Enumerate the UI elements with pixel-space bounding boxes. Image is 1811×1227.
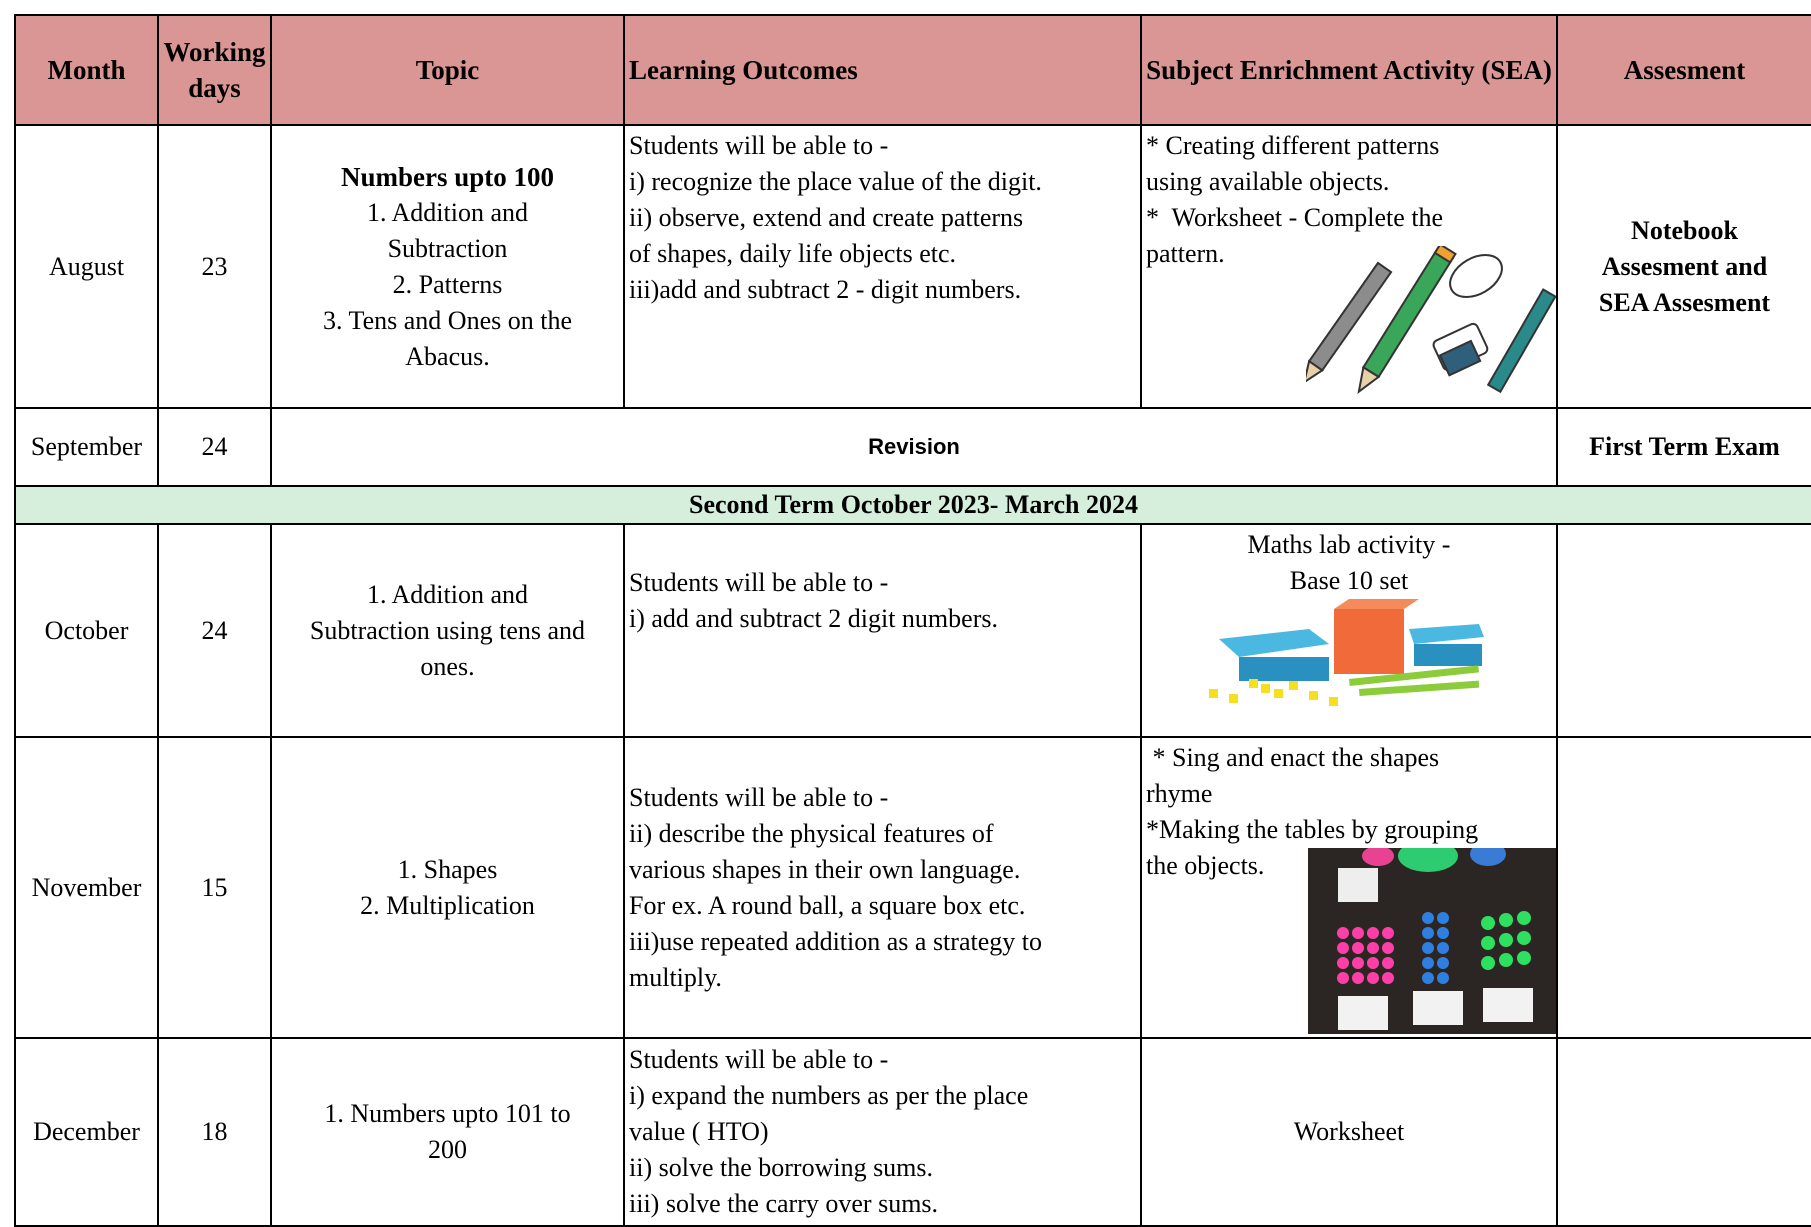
- text-line: iii) solve the carry over sums.: [629, 1189, 939, 1218]
- text-line: Maths lab activity -: [1247, 530, 1451, 559]
- text-line: i) add and subtract 2 digit numbers.: [629, 603, 998, 633]
- month: October: [14, 523, 159, 738]
- text-line: Worksheet: [1293, 1117, 1405, 1146]
- row: August 23 Numbers upto 100 1. Addition an…: [14, 124, 1811, 409]
- topic: 1. Numbers upto 101 to 200: [270, 1037, 625, 1227]
- revision: Revision: [270, 407, 1558, 487]
- text-line: ii) solve the borrowing sums.: [629, 1153, 934, 1182]
- text-line: * Worksheet - Complete the: [1146, 203, 1444, 232]
- text-line: 1. Shapes: [397, 854, 498, 884]
- header-cell: Learning Outcomes: [623, 14, 1142, 126]
- text-line: iii)add and subtract 2 - digit numbers.: [629, 275, 1022, 304]
- text-line: 2. Patterns: [392, 269, 503, 299]
- text-line: i) expand the numbers as per the place: [629, 1081, 1029, 1110]
- text-line: ii) observe, extend and create patterns: [629, 203, 1024, 232]
- text-line: For ex. A round ball, a square box etc.: [629, 890, 1026, 920]
- text-line: various shapes in their own language.: [629, 854, 1021, 884]
- text-line: pattern.: [1146, 239, 1225, 268]
- sea: Maths lab activity - Base 10 set: [1140, 523, 1558, 738]
- text-line: 1. Addition and: [366, 197, 529, 227]
- header-cell: Month: [14, 14, 159, 126]
- text-line: rhyme: [1146, 779, 1213, 808]
- text-line: Abacus.: [405, 341, 490, 371]
- assessment: [1556, 523, 1811, 738]
- base-ten-illustration: [1209, 599, 1484, 706]
- text-line: iii)use repeated addition as a strategy …: [629, 926, 1042, 956]
- text-line: 3. Tens and Ones on the: [323, 305, 572, 335]
- stationery-illustration: [1306, 246, 1555, 394]
- text-line: of shapes, daily life objects etc.: [629, 239, 957, 268]
- text-line: * Sing and enact the shapes: [1146, 743, 1440, 772]
- text-line: Students will be able to -: [629, 131, 889, 160]
- text-line: Numbers upto 100: [340, 161, 555, 192]
- text-line: Students will be able to -: [629, 567, 889, 597]
- month: August: [14, 124, 159, 409]
- syllabus-table: Month Working days Topic Learning Outcom…: [14, 14, 1811, 1227]
- days: 15: [157, 736, 272, 1039]
- assessment: [1556, 1037, 1811, 1227]
- term-banner: Second Term October 2023- March 2024: [14, 485, 1811, 525]
- month: December: [14, 1037, 159, 1227]
- text-line: Notebook: [1631, 215, 1738, 245]
- term-row: Second Term October 2023- March 2024: [14, 485, 1811, 525]
- sea-box: * Sing and enact the shapes rhyme *Making …: [1146, 740, 1555, 1034]
- outcomes-text: Students will be able to - i) add and sub…: [629, 565, 1136, 637]
- outcomes: Students will be able to - i) expand the …: [623, 1037, 1142, 1227]
- text-line: ii) describe the physical features of: [629, 818, 994, 848]
- text-line: 1. Numbers upto 101 to: [324, 1099, 571, 1128]
- topic: Numbers upto 100 1. Addition and Subtracti…: [270, 124, 625, 409]
- sea: * Creating different patterns using avail…: [1140, 124, 1558, 409]
- text-line: the objects.: [1146, 851, 1265, 880]
- text-line: First Term Exam: [1589, 432, 1780, 461]
- row: October 24 1. Addition and Subtraction us…: [14, 523, 1811, 738]
- days: 23: [157, 124, 272, 409]
- days: 24: [157, 407, 272, 487]
- text-line: * Creating different patterns: [1146, 131, 1440, 160]
- outcomes: Students will be able to - ii) describe t…: [623, 736, 1142, 1039]
- text-line: 200: [428, 1135, 467, 1164]
- header-row: Month Working days Topic Learning Outcom…: [14, 14, 1811, 126]
- header-cell: Topic: [270, 14, 625, 126]
- text-line: Students will be able to -: [629, 1045, 889, 1074]
- text-line: Subtraction: [387, 233, 508, 263]
- text-line: value ( HTO): [629, 1117, 769, 1146]
- sea: Worksheet: [1140, 1037, 1558, 1227]
- text-line: using available objects.: [1146, 167, 1390, 196]
- text-line: ones.: [420, 651, 475, 681]
- days: 24: [157, 523, 272, 738]
- assessment: First Term Exam: [1556, 407, 1811, 487]
- sea-text: * Creating different patterns using avail…: [1146, 128, 1552, 272]
- text-line: SEA Assesment: [1598, 287, 1771, 317]
- topic: 1. Addition and Subtraction using tens an…: [270, 523, 625, 738]
- sea-text: * Sing and enact the shapes rhyme *Making …: [1146, 740, 1552, 884]
- text-line: *Making the tables by grouping: [1146, 815, 1479, 844]
- text-line: multiply.: [629, 962, 722, 992]
- assessment: [1556, 736, 1811, 1039]
- header-cell: Assesment: [1556, 14, 1811, 126]
- text-line: Students will be able to -: [629, 782, 889, 812]
- text-line: Assesment and: [1601, 251, 1768, 281]
- multiplication-photo: [1308, 848, 1555, 1034]
- text-line: Base 10 set: [1289, 566, 1409, 595]
- text-line: 1. Addition and: [366, 579, 529, 609]
- row: September 24 Revision First Term Exam: [14, 407, 1811, 487]
- text-line: Subtraction using tens and: [309, 615, 586, 645]
- days: 18: [157, 1037, 272, 1227]
- sea-text: Maths lab activity - Base 10 set: [1146, 527, 1552, 599]
- text-line: i) recognize the place value of the digi…: [629, 167, 1042, 196]
- header-cell: Subject Enrichment Activity (SEA): [1140, 14, 1558, 126]
- row: December 18 1. Numbers upto 101 to 200 St…: [14, 1037, 1811, 1227]
- month: November: [14, 736, 159, 1039]
- month: September: [14, 407, 159, 487]
- text-line: 2. Multiplication: [360, 890, 535, 920]
- sea: * Sing and enact the shapes rhyme *Making …: [1140, 736, 1558, 1039]
- assessment: Notebook Assesment and SEA Assesment: [1556, 124, 1811, 409]
- header-cell: Working days: [157, 14, 272, 126]
- topic: 1. Shapes 2. Multiplication: [270, 736, 625, 1039]
- row: November 15 1. Shapes 2. Multiplication S…: [14, 736, 1811, 1039]
- outcomes: Students will be able to - i) add and sub…: [623, 523, 1142, 738]
- sea-box: * Creating different patterns using avail…: [1146, 128, 1555, 394]
- outcomes: Students will be able to - i) recognize t…: [623, 124, 1142, 409]
